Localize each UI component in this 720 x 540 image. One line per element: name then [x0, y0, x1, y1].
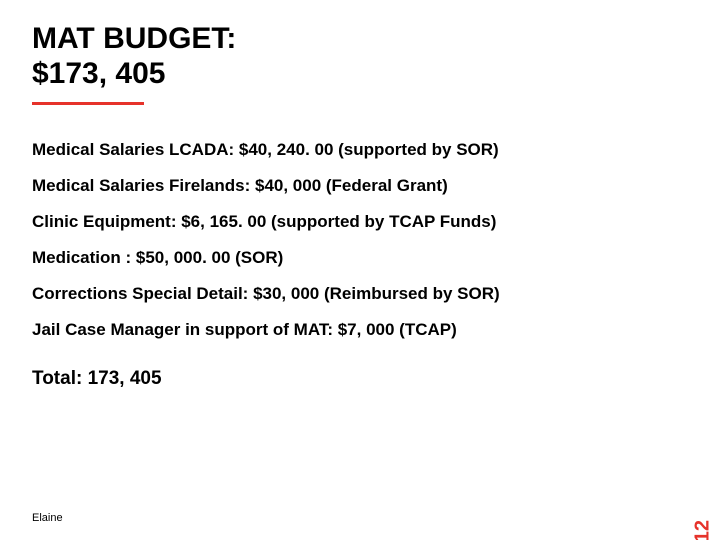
slide-title: MAT BUDGET: $173, 405 — [32, 22, 236, 91]
budget-line: Jail Case Manager in support of MAT: $7,… — [32, 320, 672, 340]
budget-line: Medical Salaries Firelands: $40, 000 (Fe… — [32, 176, 672, 196]
budget-lines: Medical Salaries LCADA: $40, 240. 00 (su… — [32, 140, 672, 390]
budget-line: Medication : $50, 000. 00 (SOR) — [32, 248, 672, 268]
page-number: 12 — [691, 520, 714, 540]
budget-line: Corrections Special Detail: $30, 000 (Re… — [32, 284, 672, 304]
budget-line: Medical Salaries LCADA: $40, 240. 00 (su… — [32, 140, 672, 160]
presenter-name: Elaine — [32, 512, 63, 524]
title-line-2: $173, 405 — [32, 57, 236, 92]
budget-line: Clinic Equipment: $6, 165. 00 (supported… — [32, 212, 672, 232]
title-line-1: MAT BUDGET: — [32, 22, 236, 57]
budget-total: Total: 173, 405 — [32, 368, 672, 390]
title-underline — [32, 102, 144, 105]
